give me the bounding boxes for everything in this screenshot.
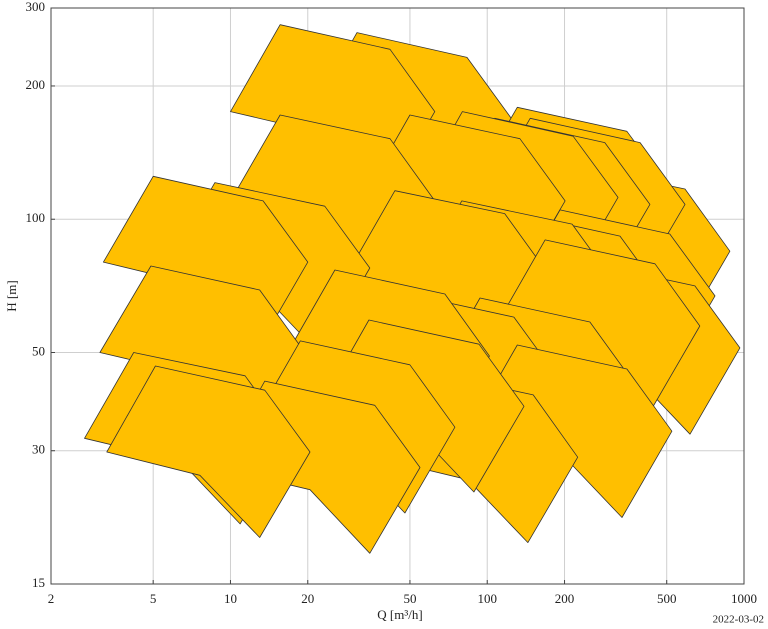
y-tick-label: 300 bbox=[26, 0, 46, 14]
x-tick-label: 500 bbox=[657, 591, 677, 606]
date-label: 2022-03-02 bbox=[713, 614, 764, 626]
x-axis-label: Q [m³/h] bbox=[377, 607, 422, 622]
x-tick-label: 50 bbox=[403, 591, 416, 606]
y-axis-label: H [m] bbox=[4, 280, 19, 311]
y-tick-label: 15 bbox=[32, 575, 45, 590]
x-tick-label: 10 bbox=[224, 591, 237, 606]
x-tick-label: 100 bbox=[477, 591, 497, 606]
x-tick-label: 1000 bbox=[731, 591, 757, 606]
y-tick-label: 50 bbox=[32, 343, 45, 358]
y-tick-label: 100 bbox=[26, 210, 46, 225]
x-tick-label: 20 bbox=[301, 591, 314, 606]
y-tick-label: 200 bbox=[26, 77, 46, 92]
x-tick-label: 200 bbox=[555, 591, 575, 606]
pump-range bbox=[106, 365, 311, 538]
x-tick-label: 5 bbox=[150, 591, 157, 606]
x-tick-label: 2 bbox=[48, 591, 55, 606]
plot-frame bbox=[50, 7, 745, 585]
y-tick-label: 30 bbox=[32, 442, 45, 457]
